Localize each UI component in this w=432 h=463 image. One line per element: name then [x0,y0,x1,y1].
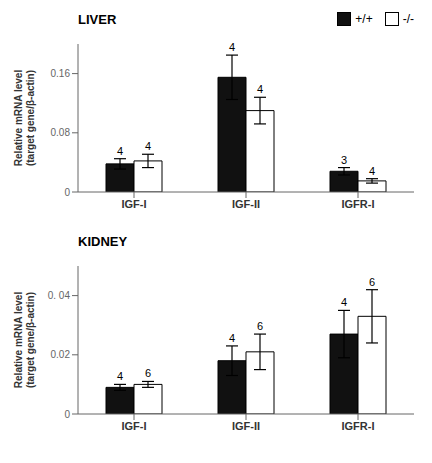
svg-text:4: 4 [117,370,123,382]
svg-text:6: 6 [369,276,375,288]
svg-text:4: 4 [145,140,151,152]
svg-text:IGF-I: IGF-I [121,198,146,210]
svg-text:IGF-I: IGF-I [121,420,146,432]
svg-text:0.16: 0.16 [51,68,71,79]
svg-text:0. 04: 0. 04 [48,290,71,301]
svg-text:0: 0 [64,409,70,420]
svg-text:0.08: 0.08 [51,127,71,138]
svg-text:IGF-II: IGF-II [232,420,260,432]
svg-text:6: 6 [257,320,263,332]
svg-text:IGF-II: IGF-II [232,198,260,210]
svg-text:4: 4 [257,83,263,95]
svg-text:6: 6 [145,367,151,379]
html-text:LIVER: LIVER [78,11,117,27]
svg-text:4: 4 [229,332,235,344]
svg-text:Relative mRNA level(target gen: Relative mRNA level(target gene/β-actin) [13,70,36,167]
svg-text:Relative mRNA level(target gen: Relative mRNA level(target gene/β-actin) [13,292,36,389]
svg-text:4: 4 [117,145,123,157]
html-text:KIDNEY: KIDNEY [78,233,128,249]
svg-text:0.02: 0.02 [51,349,71,360]
svg-text:4: 4 [229,41,235,53]
svg-text:0: 0 [64,187,70,198]
svg-text:3: 3 [341,154,347,166]
svg-text:IGFR-I: IGFR-I [342,420,375,432]
svg-text:IGFR-I: IGFR-I [342,198,375,210]
svg-text:4: 4 [369,165,375,177]
svg-text:4: 4 [341,296,347,308]
